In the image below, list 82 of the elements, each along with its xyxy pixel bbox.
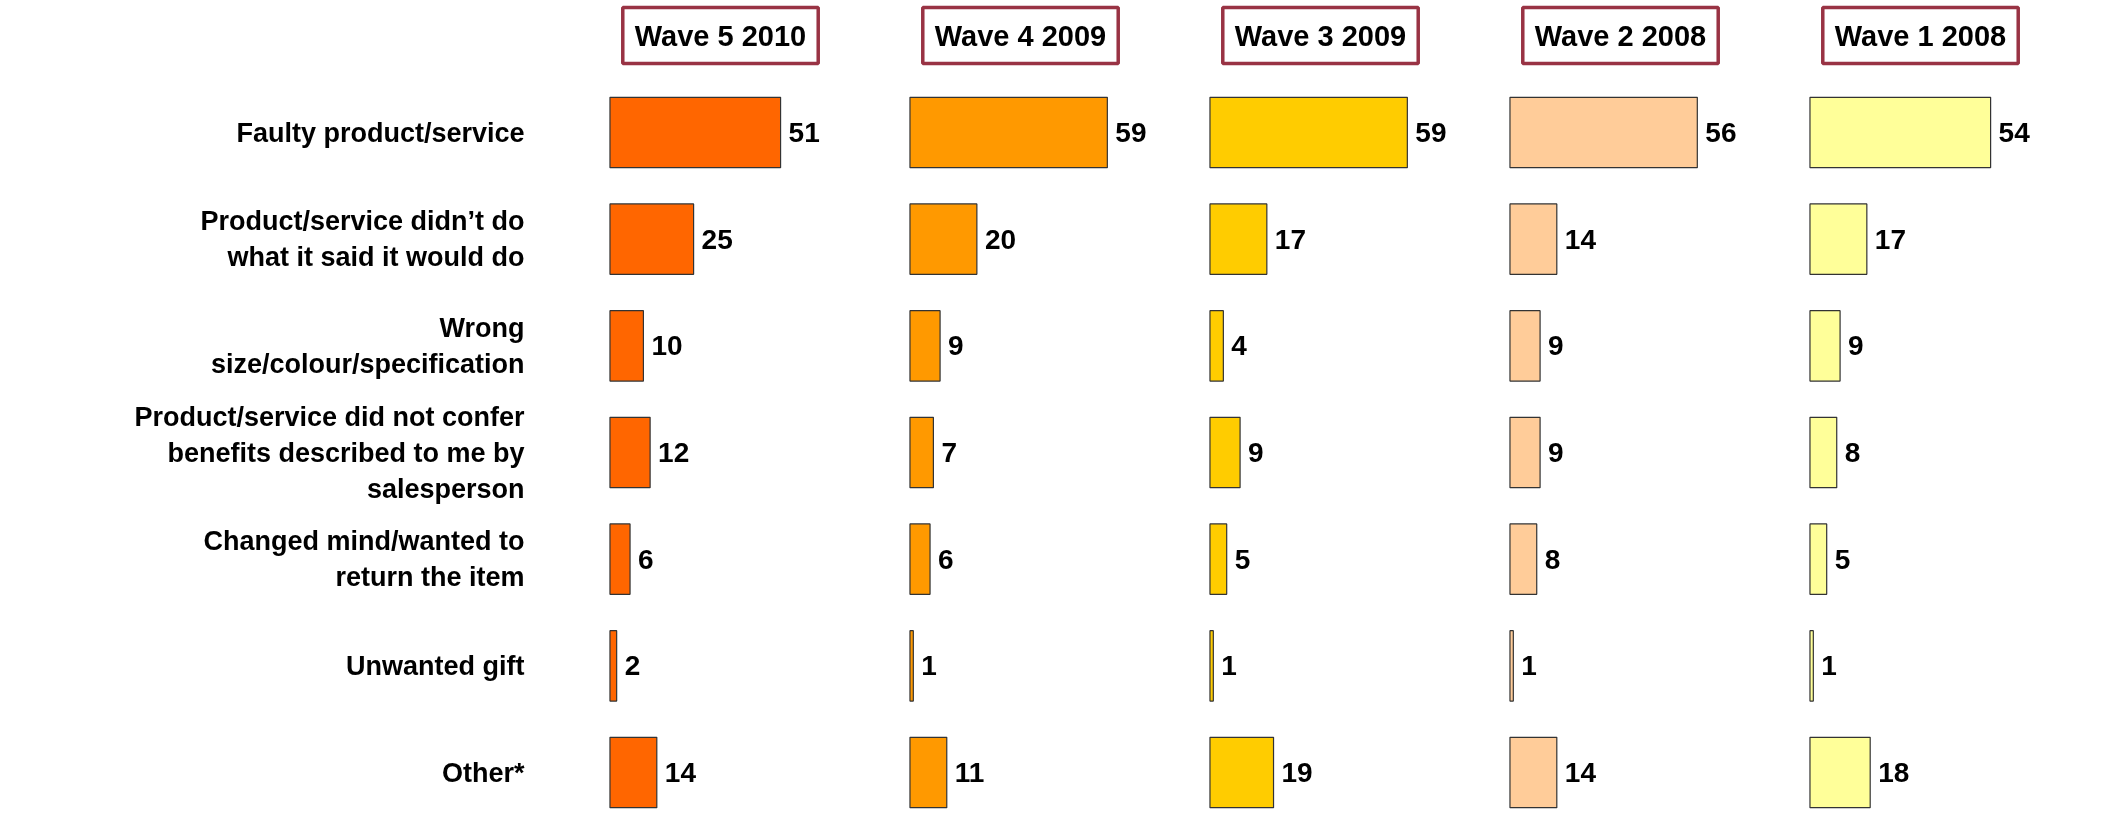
bar bbox=[609, 416, 651, 489]
bar bbox=[609, 96, 782, 169]
bar bbox=[1209, 630, 1214, 702]
bar bbox=[1209, 736, 1275, 809]
bar bbox=[909, 416, 934, 489]
y-tick-label: Product/service didn’t do what it said it would do bbox=[200, 206, 525, 273]
bar bbox=[1209, 523, 1228, 595]
data-label: 7 bbox=[941, 437, 957, 468]
bar bbox=[1509, 416, 1541, 489]
data-label: 1 bbox=[1821, 650, 1837, 682]
bar bbox=[1509, 203, 1558, 275]
data-label: 54 bbox=[1998, 117, 2031, 148]
bar bbox=[909, 523, 931, 595]
data-label: 1 bbox=[921, 650, 937, 682]
data-label: 56 bbox=[1705, 117, 1737, 148]
bar bbox=[1809, 310, 1841, 382]
chart-title: Wave 4 2009 bbox=[934, 19, 1107, 52]
data-label: 9 bbox=[1248, 437, 1264, 468]
data-label: 14 bbox=[1564, 223, 1597, 255]
data-label: 19 bbox=[1281, 757, 1313, 788]
data-label: 9 bbox=[1848, 330, 1864, 362]
data-label: 17 bbox=[1874, 223, 1906, 255]
bar bbox=[909, 630, 914, 702]
bar bbox=[609, 630, 618, 702]
chart-title: Wave 5 2010 bbox=[634, 19, 807, 52]
data-label: 59 bbox=[1115, 117, 1147, 148]
bar bbox=[1809, 736, 1871, 809]
bar bbox=[1209, 203, 1268, 275]
bar bbox=[909, 96, 1108, 169]
bar bbox=[609, 310, 645, 382]
y-tick-label: Unwanted gift bbox=[346, 650, 525, 681]
y-tick-label: Other* bbox=[441, 757, 525, 788]
y-tick-label: Wrong size/colour/specification bbox=[210, 312, 525, 379]
chart-title: Wave 2 2008 bbox=[1534, 19, 1707, 52]
bar bbox=[1509, 96, 1698, 169]
data-label: 1 bbox=[1521, 650, 1537, 682]
data-label: 12 bbox=[658, 437, 690, 468]
bar bbox=[1209, 96, 1408, 169]
bar bbox=[1209, 416, 1241, 489]
data-label: 5 bbox=[1834, 543, 1851, 575]
data-label: 18 bbox=[1878, 757, 1910, 788]
bar bbox=[609, 203, 695, 275]
bar bbox=[1509, 736, 1558, 809]
data-label: 20 bbox=[984, 223, 1017, 255]
chart-title: Wave 3 2009 bbox=[1234, 19, 1407, 52]
data-label: 9 bbox=[948, 330, 964, 362]
data-label: 11 bbox=[954, 757, 985, 788]
data-label: 2 bbox=[624, 650, 641, 682]
bar bbox=[1209, 310, 1224, 382]
data-label: 6 bbox=[638, 543, 654, 575]
bar bbox=[609, 523, 631, 595]
bar bbox=[1809, 416, 1838, 489]
data-label: 25 bbox=[701, 223, 733, 255]
chart-title: Wave 1 2008 bbox=[1834, 19, 2007, 52]
bar bbox=[1509, 630, 1514, 702]
y-tick-label: Faulty product/service bbox=[236, 117, 525, 148]
bar bbox=[609, 736, 658, 809]
data-label: 8 bbox=[1844, 437, 1861, 468]
data-label: 5 bbox=[1234, 543, 1251, 575]
bar bbox=[1809, 203, 1868, 275]
data-label: 59 bbox=[1415, 117, 1447, 148]
data-label: 17 bbox=[1274, 223, 1306, 255]
data-label: 1 bbox=[1221, 650, 1237, 682]
data-label: 10 bbox=[651, 330, 683, 362]
bar bbox=[1809, 630, 1814, 702]
data-label: 6 bbox=[938, 543, 954, 575]
data-label: 9 bbox=[1548, 437, 1564, 468]
bar bbox=[909, 310, 941, 382]
data-label: 4 bbox=[1231, 330, 1248, 362]
bar bbox=[1509, 523, 1538, 595]
data-label: 51 bbox=[788, 117, 820, 148]
bar bbox=[909, 203, 978, 275]
y-tick-label: Changed mind/wanted to return the item bbox=[203, 526, 525, 593]
bar bbox=[909, 736, 948, 809]
bar bbox=[1809, 523, 1828, 595]
bar bbox=[1509, 310, 1541, 382]
bar bbox=[1809, 96, 1992, 169]
data-label: 14 bbox=[1564, 757, 1597, 788]
y-tick-label: Product/service did not confer benefits described to me by salesperson bbox=[134, 401, 525, 504]
data-label: 14 bbox=[664, 757, 697, 788]
data-label: 9 bbox=[1548, 330, 1564, 362]
data-label: 8 bbox=[1544, 543, 1561, 575]
